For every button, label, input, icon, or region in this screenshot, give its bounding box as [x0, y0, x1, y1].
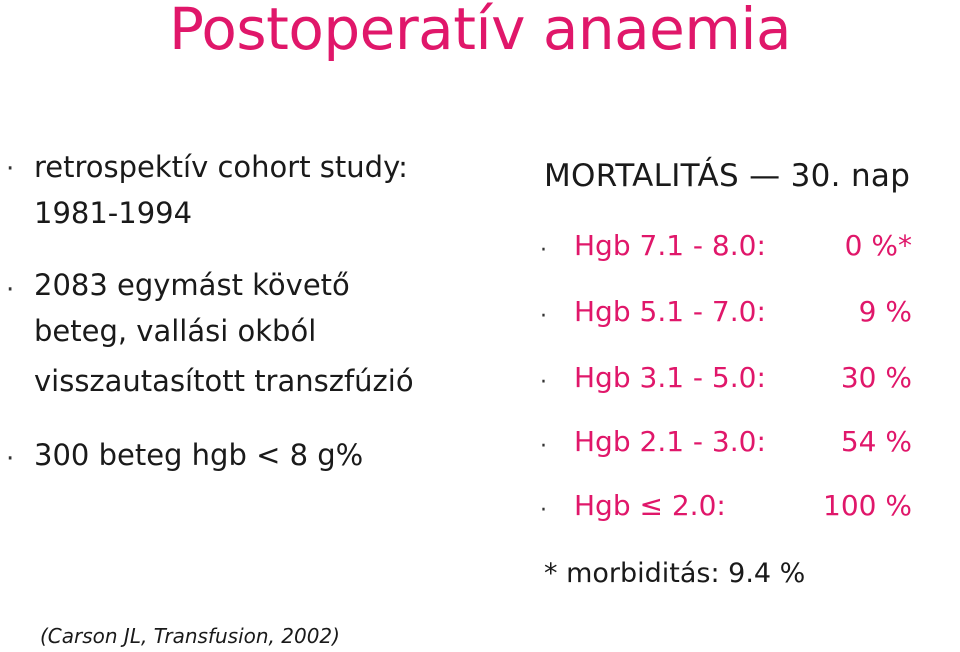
mortality-heading: MORTALITÁS — 30. nap — [544, 158, 911, 194]
hgb-range-label: Hgb 3.1 - 5.0: — [574, 361, 766, 394]
bullet-dot: · — [6, 275, 15, 305]
bullet-dot: · — [540, 498, 547, 523]
bullet-dot: · — [6, 444, 15, 474]
bullet-2-line-3: visszautasított transzfúzió — [34, 364, 414, 398]
hgb-range-label: Hgb 5.1 - 7.0: — [574, 295, 766, 328]
bullet-1-line-1: retrospektív cohort study: — [34, 150, 408, 184]
bullet-dot: · — [540, 238, 547, 263]
bullet-3-line-1: 300 beteg hgb < 8 g% — [34, 438, 364, 472]
hgb-range-label: Hgb 2.1 - 3.0: — [574, 425, 766, 458]
hgb-range-label: Hgb 7.1 - 8.0: — [574, 229, 766, 262]
mortality-value: 30 % — [840, 361, 912, 394]
mortality-value: 9 % — [858, 295, 912, 328]
morbidity-footnote: * morbiditás: 9.4 % — [544, 558, 806, 589]
bullet-dot: · — [540, 370, 547, 395]
mortality-value: 100 % — [823, 489, 912, 522]
bullet-dot: · — [540, 304, 547, 329]
bullet-dot: · — [540, 434, 547, 459]
mortality-value: 54 % — [840, 425, 912, 458]
bullet-2-line-1: 2083 egymást követő — [34, 268, 350, 302]
slide-title: Postoperatív anaemia — [168, 0, 792, 63]
bullet-2-line-2: beteg, vallási okból — [34, 314, 317, 348]
bullet-1-line-2: 1981-1994 — [34, 196, 193, 230]
hgb-range-label: Hgb ≤ 2.0: — [574, 489, 726, 522]
mortality-value: 0 %* — [844, 229, 912, 262]
citation: (Carson JL, Transfusion, 2002) — [40, 624, 340, 648]
bullet-dot: · — [6, 154, 15, 184]
